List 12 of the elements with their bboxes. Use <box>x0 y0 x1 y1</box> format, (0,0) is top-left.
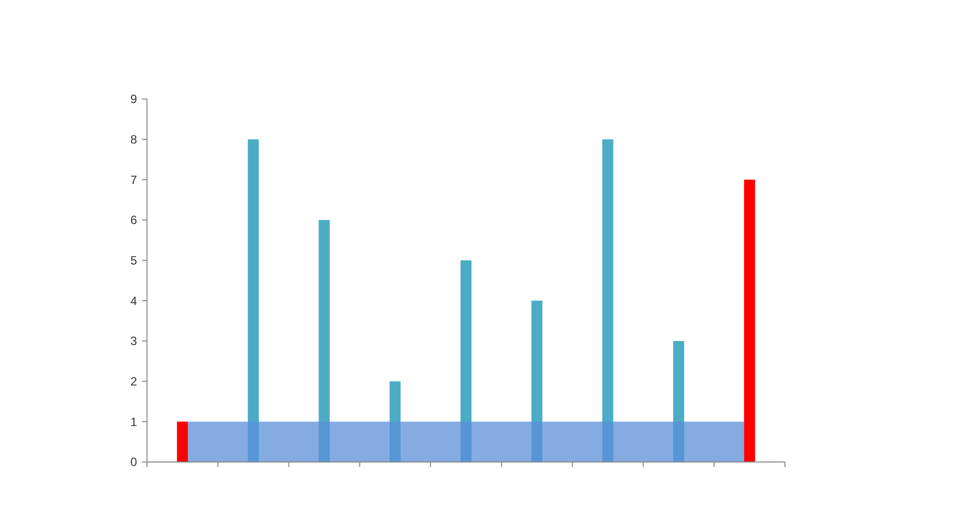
y-tick-label: 0 <box>130 455 138 470</box>
bar <box>176 422 188 462</box>
y-tick-label: 5 <box>130 254 138 268</box>
y-tick-label: 3 <box>130 334 138 348</box>
y-tick-label: 4 <box>130 294 138 308</box>
y-tick-label: 6 <box>130 213 138 228</box>
y-tick-label: 7 <box>130 172 138 187</box>
y-tick-label: 2 <box>130 374 138 389</box>
y-tick-label: 1 <box>130 414 138 429</box>
bar <box>744 180 756 462</box>
y-tick-label: 9 <box>130 92 138 106</box>
y-tick-label: 8 <box>130 132 138 147</box>
